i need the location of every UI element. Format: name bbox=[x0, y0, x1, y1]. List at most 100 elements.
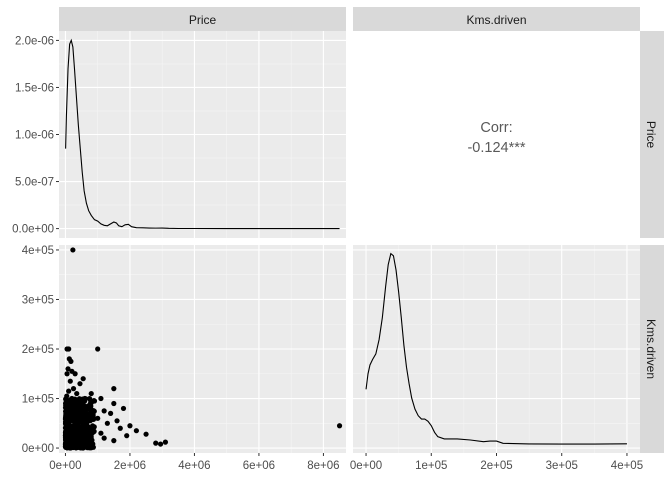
kms-x-tick-label: 2e+05 bbox=[480, 460, 512, 472]
scatter-point bbox=[71, 444, 77, 450]
scatter-point bbox=[72, 371, 78, 377]
scatter-point bbox=[98, 395, 104, 402]
scatter-x-tick-label: 8e+06 bbox=[307, 460, 339, 472]
panel-scatter bbox=[59, 245, 346, 453]
scatter-point bbox=[90, 413, 96, 419]
strip-kms-row bbox=[640, 245, 664, 453]
strip-kms-col bbox=[353, 7, 640, 31]
price-density-y-tick-label: 1.5e-06 bbox=[15, 82, 54, 94]
scatter-point bbox=[78, 405, 85, 412]
scatter-point bbox=[66, 423, 72, 429]
scatter-point bbox=[120, 405, 127, 412]
kms-x-tick-label: 0e+00 bbox=[350, 460, 382, 472]
price-density-y-tick-label: 0.0e+00 bbox=[12, 224, 54, 236]
scatter-point bbox=[74, 390, 80, 397]
scatter-point bbox=[104, 420, 110, 426]
correlation-value: -0.124*** bbox=[467, 140, 525, 156]
scatter-point bbox=[66, 388, 72, 394]
scatter-point bbox=[65, 415, 71, 421]
scatter-point bbox=[124, 433, 130, 439]
scatter-point bbox=[80, 440, 86, 447]
scatter-y-tick-label: 4e+05 bbox=[22, 245, 54, 257]
scatter-y-tick-label: 0e+00 bbox=[22, 443, 54, 455]
scatter-point bbox=[162, 439, 169, 445]
scatter-point bbox=[101, 408, 107, 414]
scatter-x-tick-label: 2e+06 bbox=[114, 460, 146, 472]
scatter-point bbox=[143, 431, 149, 437]
scatter-x-tick-label: 6e+06 bbox=[243, 460, 275, 472]
scatter-point bbox=[62, 444, 69, 450]
scatter-point bbox=[78, 445, 84, 451]
scatter-point bbox=[68, 358, 74, 364]
kms-x-tick-label: 3e+05 bbox=[546, 460, 578, 472]
scatter-point bbox=[70, 247, 76, 253]
scatter-point bbox=[64, 393, 70, 399]
scatter-point bbox=[84, 428, 91, 434]
correlation-panel-bg bbox=[353, 31, 640, 238]
scatter-point bbox=[81, 434, 87, 440]
scatter-point bbox=[77, 419, 84, 425]
scatter-point bbox=[85, 424, 91, 430]
scatter-point bbox=[70, 410, 77, 416]
column-strips: Price Kms.driven bbox=[59, 7, 640, 31]
scatter-point bbox=[65, 366, 71, 372]
axes: 0.0e+00 5.0e-07 1.0e-06 1.5e-06 2.0e-06 0e+00… bbox=[12, 35, 643, 472]
scatter-x-tick-label: 4e+06 bbox=[178, 460, 210, 472]
scatter-point bbox=[63, 409, 70, 416]
scatter-point bbox=[87, 433, 93, 439]
scatter-point bbox=[111, 386, 117, 392]
strip-kms-label: Kms.driven bbox=[466, 13, 526, 27]
scatter-point bbox=[72, 401, 78, 408]
scatter-y-tick-label: 3e+05 bbox=[22, 294, 54, 306]
scatter-y-tick-label: 2e+05 bbox=[22, 344, 54, 356]
scatter-x-tick-label: 0e+00 bbox=[49, 460, 81, 472]
scatter-point bbox=[114, 418, 120, 424]
scatter-point bbox=[98, 430, 104, 436]
scatter-point bbox=[133, 428, 139, 434]
scatter-point bbox=[91, 408, 97, 414]
scatter-point bbox=[111, 438, 117, 444]
scatter-point bbox=[64, 371, 70, 377]
panel-price-density bbox=[59, 31, 346, 238]
scatter-point bbox=[108, 410, 114, 416]
scatter-point bbox=[67, 378, 73, 384]
kms-x-tick-label: 1e+05 bbox=[415, 460, 447, 472]
scatter-point bbox=[153, 440, 159, 446]
scatter-point bbox=[101, 435, 107, 441]
scatter-point bbox=[95, 415, 101, 421]
scatter-point bbox=[91, 398, 98, 404]
scatter-y-tick-label: 1e+05 bbox=[22, 394, 54, 406]
scatter-point bbox=[75, 398, 81, 404]
scatter-point bbox=[70, 386, 77, 392]
kms-x-tick-label: 4e+05 bbox=[611, 460, 643, 472]
scatter-point bbox=[117, 425, 123, 431]
scatter-point bbox=[77, 381, 83, 387]
price-density-y-tick-label: 5.0e-07 bbox=[15, 177, 54, 189]
scatter-point bbox=[86, 396, 93, 402]
scatter-point bbox=[85, 438, 91, 444]
strip-price-label: Price bbox=[189, 13, 217, 27]
strip-price-row bbox=[640, 31, 664, 238]
scatter-point bbox=[157, 441, 164, 447]
scatter-point bbox=[68, 427, 74, 433]
scatter-point bbox=[66, 346, 72, 352]
scatter-point bbox=[69, 431, 76, 438]
scatter-point bbox=[82, 395, 88, 402]
scatter-point bbox=[85, 403, 91, 409]
panel-correlation: Corr: -0.124*** bbox=[353, 31, 640, 238]
scatter-point bbox=[95, 346, 101, 352]
price-density-y-tick-label: 2.0e-06 bbox=[15, 35, 54, 47]
strip-kms-row-label: Kms.driven bbox=[644, 319, 658, 379]
scatter-point bbox=[82, 418, 88, 424]
scatter-point bbox=[69, 395, 75, 402]
scatter-point bbox=[64, 427, 70, 433]
scatter-point bbox=[336, 423, 343, 429]
scatter-point bbox=[111, 400, 117, 407]
scatter-point bbox=[90, 423, 96, 429]
price-density-y-tick-label: 1.0e-06 bbox=[15, 130, 54, 142]
scatter-point bbox=[64, 439, 70, 445]
panel-kms-density bbox=[353, 245, 640, 453]
scatter-point bbox=[64, 433, 70, 439]
scatter-point bbox=[67, 403, 73, 409]
kms-density-curve bbox=[365, 252, 627, 445]
